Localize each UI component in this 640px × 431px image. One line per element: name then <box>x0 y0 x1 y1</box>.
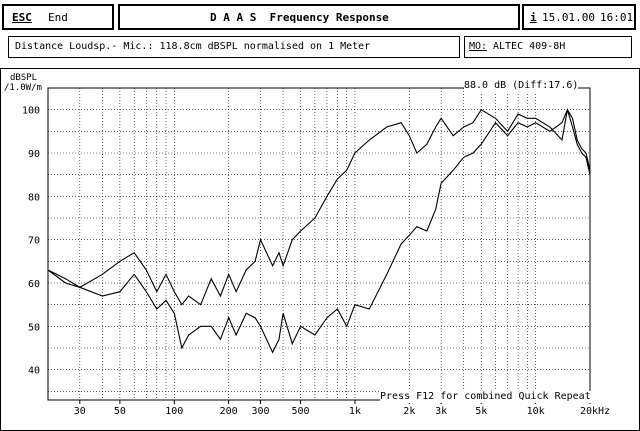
y-axis-label: dBSPL <box>10 73 38 83</box>
info-key[interactable]: i <box>530 11 537 24</box>
y-tick-label: 40 <box>28 366 40 377</box>
series-line-2 <box>47 108 591 354</box>
model-info: MO: ALTEC 409-8H <box>464 36 632 58</box>
x-tick-label: 300 <box>251 406 269 417</box>
y-tick-label: 50 <box>28 322 40 333</box>
x-tick-label: 200 <box>220 406 238 417</box>
model-label: MO: <box>469 41 488 52</box>
level-readout: 88.0 dB (Diff:17.6) <box>464 80 579 92</box>
x-tick-label: 30 <box>74 406 86 417</box>
datetime-box: i 15.01.00 16:01 <box>522 4 636 30</box>
series-line-1 <box>47 108 591 306</box>
end-label[interactable]: End <box>48 11 68 24</box>
model-name: ALTEC 409-8H <box>493 41 566 52</box>
y-tick-label: 80 <box>28 192 40 203</box>
date: 15.01.00 <box>542 11 595 24</box>
x-tick-label: 5k <box>475 406 487 417</box>
y-tick-label: 70 <box>28 236 40 247</box>
measurement-info: Distance Loudsp.- Mic.: 118.8cm dBSPL no… <box>8 36 460 58</box>
y-axis-unit: /1.0W/m <box>4 83 42 93</box>
menu-box: ESC End <box>2 4 114 30</box>
app-title: D A A S Frequency Response <box>210 11 389 24</box>
x-tick-label: 1k <box>349 406 361 417</box>
title-box: D A A S Frequency Response <box>118 4 520 30</box>
x-tick-label: 2k <box>403 406 415 417</box>
esc-key[interactable]: ESC <box>12 11 32 24</box>
x-tick-label: 10k <box>527 406 545 417</box>
y-tick-label: 90 <box>28 149 40 160</box>
x-tick-label: 20kHz <box>580 406 610 417</box>
y-tick-label: 100 <box>22 106 40 117</box>
x-tick-label: 3k <box>435 406 447 417</box>
y-tick-label: 60 <box>28 279 40 290</box>
time: 16:01 <box>600 11 634 24</box>
hint-text: Press F12 for combined Quick Repeat <box>380 391 591 403</box>
x-tick-label: 50 <box>114 406 126 417</box>
plot-area <box>47 87 591 401</box>
x-tick-label: 100 <box>165 406 183 417</box>
measurement-text: Distance Loudsp.- Mic.: 118.8cm dBSPL no… <box>15 41 371 52</box>
x-tick-label: 500 <box>292 406 310 417</box>
